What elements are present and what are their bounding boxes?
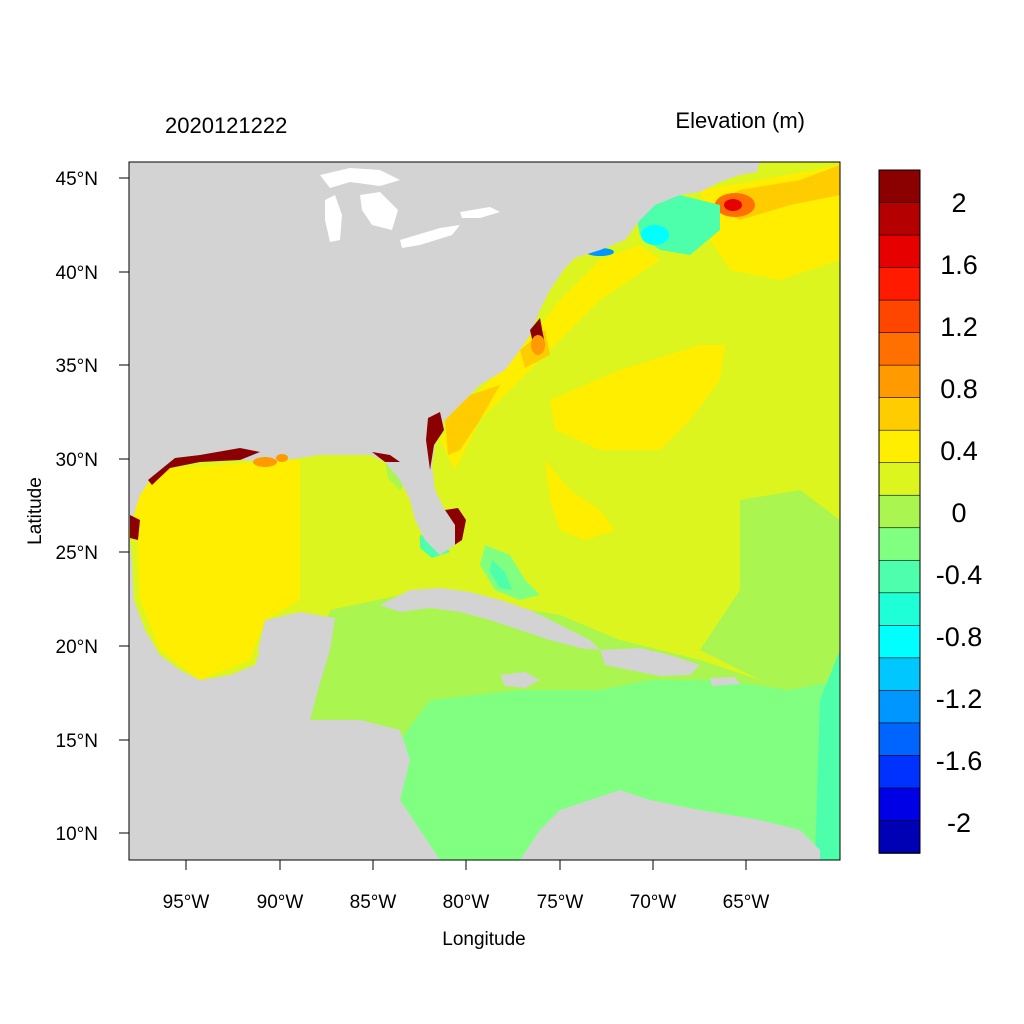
colorbar-swatch (878, 755, 921, 789)
bahamas-green (480, 545, 540, 600)
lake-superior (320, 168, 400, 188)
y-tick-label: 25°N (56, 543, 98, 564)
puerto-rico-land (710, 677, 740, 686)
bahamas-teal (490, 560, 512, 590)
colorbar-swatch (878, 657, 921, 692)
colorbar-label: 0.4 (940, 436, 978, 466)
colorbar-label: 0.8 (940, 374, 978, 404)
colorbar-swatch (878, 299, 921, 334)
colorbar-label: 1.6 (940, 250, 978, 280)
gulf-of-mexico-field (135, 460, 300, 680)
east-coast-yellow-band (440, 245, 660, 470)
colorbar-swatch (878, 722, 921, 757)
yucatan-land (258, 612, 335, 690)
cuba-land (380, 588, 600, 650)
y-tick-labels: 45°N 40°N 35°N 30°N 25°N 20°N 15°N 10°N (56, 169, 98, 845)
colorbar-swatch (878, 234, 921, 269)
x-tick-label: 70°W (630, 892, 677, 913)
y-tick-label: 20°N (56, 637, 98, 658)
atlantic-yellow-patch (550, 345, 725, 450)
colorbar-swatch (878, 690, 921, 724)
lake-michigan (325, 195, 342, 242)
colorbar-swatch (878, 494, 921, 529)
colorbar-label: -1.2 (936, 684, 983, 714)
colorbar-label: 0 (951, 498, 966, 528)
x-tick-label: 75°W (537, 892, 584, 913)
x-tick-label: 85°W (350, 892, 397, 913)
cape-cod-negative (641, 225, 669, 245)
south-america-land (520, 790, 820, 860)
y-tick-label: 35°N (56, 356, 98, 377)
atlantic-southeast-field (700, 490, 840, 680)
colorbar-swatch (878, 625, 921, 659)
plot-date-title: 2020121222 (165, 113, 287, 138)
colorbar-label: 1.2 (940, 312, 978, 342)
colorbar-swatch (878, 559, 921, 594)
x-tick-label: 80°W (443, 892, 490, 913)
colorbar-label: -2 (947, 808, 971, 838)
x-tick-label: 90°W (257, 892, 304, 913)
colorbar-swatch (878, 820, 921, 854)
colorbar-swatch (878, 332, 921, 366)
colorbar-swatch (878, 787, 921, 822)
jamaica-land (500, 672, 540, 688)
colorbar-swatch (878, 397, 921, 431)
colorbar-swatch (878, 267, 921, 301)
colorbar-labels: 2 1.6 1.2 0.8 0.4 0 -0.4 -0.8 -1.2 -1.6 … (936, 188, 983, 838)
colorbar-swatches (878, 169, 921, 854)
colorbar-label: -0.4 (936, 560, 983, 590)
atlantic-yellow-patch-south (545, 460, 615, 540)
x-tick-labels: 95°W 90°W 85°W 80°W 75°W 70°W 65°W (163, 892, 770, 913)
y-tick-label: 30°N (56, 450, 98, 471)
colorbar-label: 2 (951, 188, 966, 218)
lake-erie (400, 225, 460, 248)
colorbar-frame (878, 169, 921, 854)
y-axis-title: Latitude (25, 477, 46, 545)
y-tick-label: 10°N (56, 824, 98, 845)
colorbar-swatch (878, 169, 921, 204)
colorbar: 2 1.6 1.2 0.8 0.4 0 -0.4 -0.8 -1.2 -1.6 … (878, 169, 983, 854)
colorbar-label: -0.8 (936, 622, 983, 652)
colorbar-swatch (878, 429, 921, 464)
bay-of-fundy-surge-core (724, 199, 742, 211)
y-tick-label: 45°N (56, 169, 98, 190)
y-tick-label: 15°N (56, 731, 98, 752)
x-axis (185, 860, 747, 870)
lake-huron (360, 192, 398, 230)
colorbar-label: -1.6 (936, 746, 983, 776)
x-tick-label: 65°W (723, 892, 770, 913)
colorbar-swatch (878, 364, 921, 399)
georgia-coast-orange (445, 385, 500, 455)
plot-variable-title: Elevation (m) (675, 108, 805, 133)
map-panel (129, 162, 840, 860)
gulf-coast-orange-specks (253, 454, 288, 467)
x-tick-label: 95°W (163, 892, 210, 913)
east-caribbean-field (815, 650, 840, 860)
hispaniola-land (600, 648, 700, 676)
colorbar-swatch (878, 592, 921, 627)
north-carolina-outer-banks-surge (531, 335, 545, 355)
x-axis-title: Longitude (442, 929, 525, 950)
colorbar-swatch (878, 527, 921, 562)
y-axis (119, 177, 129, 834)
colorbar-swatch (878, 202, 921, 236)
lake-ontario (460, 207, 500, 218)
map-frame (128, 161, 841, 861)
colorbar-swatch (878, 462, 921, 497)
y-tick-label: 40°N (56, 263, 98, 284)
central-america-land (129, 720, 430, 860)
